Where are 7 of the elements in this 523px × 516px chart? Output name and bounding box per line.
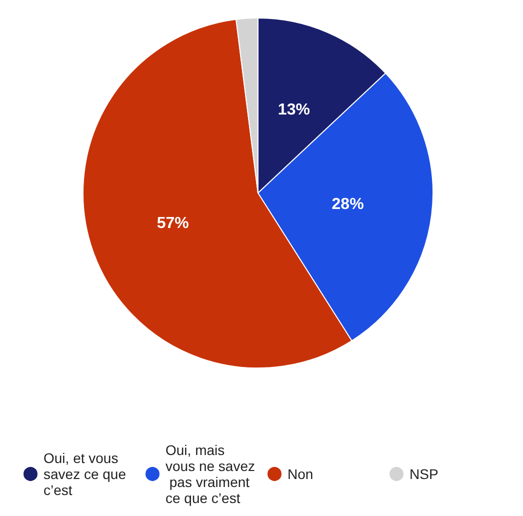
data-label: 28%	[332, 196, 364, 213]
legend-label: Oui, et vous savez ce que c’est	[44, 450, 130, 498]
data-label: 57%	[156, 215, 189, 232]
legend-label: NSP	[410, 466, 438, 482]
data-label: 13%	[278, 101, 310, 118]
legend-label: Oui, mais vous ne savez pas vraiment ce que c’est	[166, 442, 255, 506]
legend-label: Non	[288, 466, 314, 482]
